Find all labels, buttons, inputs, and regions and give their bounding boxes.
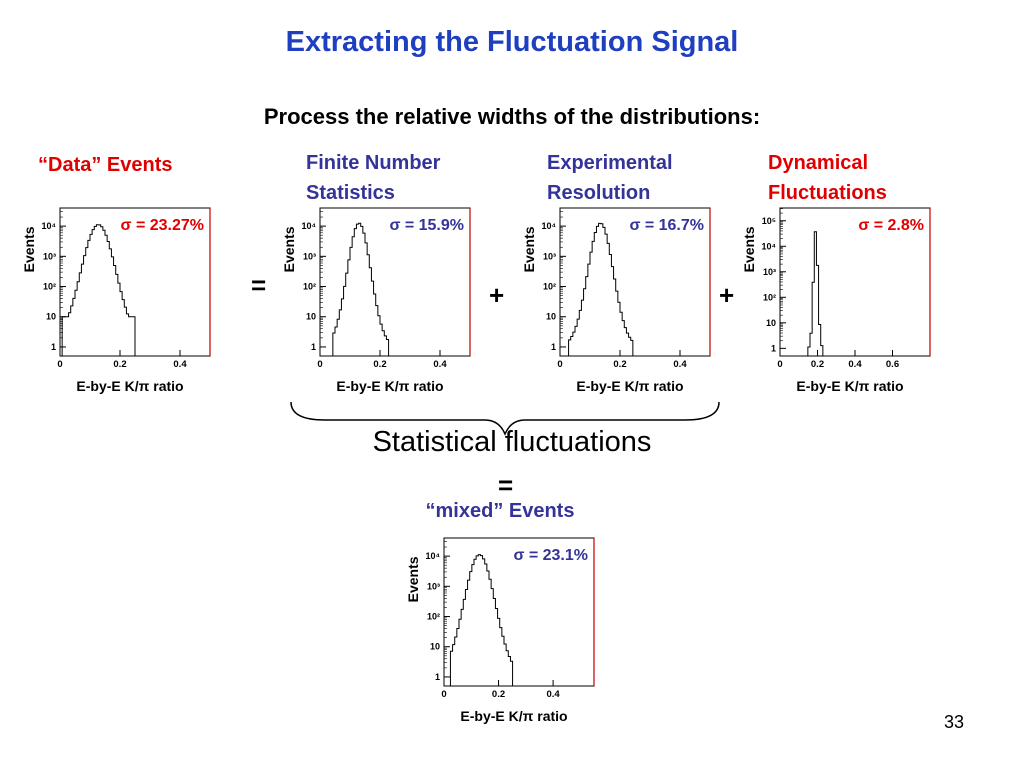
sigma-label: σ = 23.27% bbox=[121, 217, 204, 234]
dynamical-fluctuations-label: Dynamical Fluctuations bbox=[768, 148, 887, 208]
x-tick-label: 0.2 bbox=[113, 359, 126, 370]
x-tick-label: 0.6 bbox=[886, 359, 899, 370]
y-tick-label: 1 bbox=[551, 342, 556, 352]
x-tick-label: 0 bbox=[777, 359, 782, 370]
y-tick-label: 10⁴ bbox=[762, 241, 776, 251]
slide-subtitle: Process the relative widths of the distr… bbox=[263, 104, 761, 129]
sigma-label: σ = 2.8% bbox=[858, 217, 924, 234]
y-tick-label: 10 bbox=[46, 312, 56, 322]
y-tick-label: 10² bbox=[427, 612, 440, 622]
x-tick-label: 0.4 bbox=[546, 689, 560, 700]
y-tick-label: 10 bbox=[766, 318, 776, 328]
y-tick-label: 1 bbox=[771, 343, 776, 353]
x-tick-label: 0.2 bbox=[373, 359, 386, 370]
y-tick-label: 10 bbox=[306, 312, 316, 322]
y-tick-label: 10⁴ bbox=[42, 221, 56, 231]
x-axis-label: E-by-E K/π ratio bbox=[76, 378, 183, 394]
y-tick-label: 10² bbox=[763, 292, 776, 302]
histogram-series bbox=[332, 222, 390, 356]
finite-number-line1: Finite Number bbox=[306, 152, 441, 174]
sigma-label: σ = 15.9% bbox=[389, 217, 464, 234]
y-tick-label: 10⁴ bbox=[426, 551, 440, 561]
y-tick-label: 10⁵ bbox=[762, 216, 776, 226]
page-number: 33 bbox=[943, 712, 964, 732]
plus-operator-2: + bbox=[719, 280, 735, 310]
x-tick-label: 0.4 bbox=[673, 359, 687, 370]
equals-operator-1: = bbox=[251, 270, 267, 300]
y-tick-label: 10² bbox=[303, 282, 316, 292]
data-events-label: “Data” Events bbox=[38, 154, 173, 176]
histogram-dynamical-fluctuations: 1 10 10² 10³ 10⁴ 10⁵ 0 0.2 0.4 0.6 σ = 2.8% Events E… bbox=[741, 207, 931, 394]
y-axis-label: Events bbox=[281, 226, 297, 272]
histogram-series bbox=[449, 554, 514, 686]
y-tick-label: 10³ bbox=[43, 251, 56, 261]
y-tick-label: 1 bbox=[51, 342, 56, 352]
experimental-line1: Experimental bbox=[547, 152, 673, 174]
dynamical-line1: Dynamical bbox=[768, 152, 869, 174]
histogram-mixed-events: 1 10 10² 10³ 10⁴ 0 0.2 0.4 σ = 23.1% Events E-by-E… bbox=[405, 537, 595, 724]
histogram-series bbox=[568, 222, 634, 356]
plot-frame bbox=[319, 207, 471, 357]
x-tick-label: 0 bbox=[557, 359, 562, 370]
y-tick-label: 1 bbox=[435, 672, 440, 682]
x-axis-label: E-by-E K/π ratio bbox=[576, 378, 683, 394]
plot-frame bbox=[779, 207, 931, 357]
y-tick-label: 10 bbox=[430, 642, 440, 652]
x-axis-label: E-by-E K/π ratio bbox=[460, 708, 567, 724]
y-tick-label: 10³ bbox=[427, 581, 440, 591]
x-tick-label: 0.4 bbox=[848, 359, 862, 370]
equals-operator-2: = bbox=[498, 470, 514, 500]
statistical-fluctuations-label: Statistical fluctuations bbox=[372, 426, 652, 458]
dynamical-line2: Fluctuations bbox=[768, 182, 887, 204]
plot-frame bbox=[443, 537, 595, 687]
x-tick-label: 0.2 bbox=[492, 689, 505, 700]
plot-frame bbox=[559, 207, 711, 357]
sigma-label: σ = 23.1% bbox=[513, 547, 588, 564]
y-axis-label: Events bbox=[741, 226, 757, 272]
y-tick-label: 10 bbox=[546, 312, 556, 322]
x-tick-label: 0.2 bbox=[811, 359, 824, 370]
y-tick-label: 10³ bbox=[303, 251, 316, 261]
histogram-series bbox=[807, 231, 824, 356]
plus-operator-1: + bbox=[489, 280, 505, 310]
experimental-resolution-label: Experimental Resolution bbox=[547, 148, 673, 208]
histogram-data-events: 1 10 10² 10³ 10⁴ 0 0.2 0.4 σ = 23.27% Events E-by-… bbox=[21, 207, 211, 394]
y-tick-label: 10³ bbox=[543, 251, 556, 261]
histogram-series bbox=[61, 224, 136, 356]
y-tick-label: 1 bbox=[311, 342, 316, 352]
y-tick-label: 10² bbox=[43, 282, 56, 292]
finite-number-label: Finite Number Statistics bbox=[306, 148, 440, 208]
y-axis-label: Events bbox=[521, 226, 537, 272]
y-axis-label: Events bbox=[405, 556, 421, 602]
x-axis-label: E-by-E K/π ratio bbox=[336, 378, 443, 394]
x-tick-label: 0 bbox=[57, 359, 62, 370]
y-tick-label: 10³ bbox=[763, 267, 776, 277]
slide-title: Extracting the Fluctuation Signal bbox=[285, 26, 739, 58]
x-tick-label: 0.2 bbox=[613, 359, 626, 370]
x-tick-label: 0 bbox=[441, 689, 446, 700]
curly-brace bbox=[290, 401, 720, 436]
histogram-experimental-resolution: 1 10 10² 10³ 10⁴ 0 0.2 0.4 σ = 16.7% Events E-by-E… bbox=[521, 207, 711, 394]
experimental-line2: Resolution bbox=[547, 182, 651, 204]
y-axis-label: Events bbox=[21, 226, 37, 272]
x-tick-label: 0 bbox=[317, 359, 322, 370]
x-tick-label: 0.4 bbox=[433, 359, 447, 370]
sigma-label: σ = 16.7% bbox=[629, 217, 704, 234]
mixed-events-label: “mixed” Events bbox=[425, 500, 575, 522]
y-tick-label: 10⁴ bbox=[302, 221, 316, 231]
finite-number-line2: Statistics bbox=[306, 182, 395, 204]
y-tick-label: 10² bbox=[543, 282, 556, 292]
x-tick-label: 0.4 bbox=[173, 359, 187, 370]
y-tick-label: 10⁴ bbox=[542, 221, 556, 231]
histogram-finite-number: 1 10 10² 10³ 10⁴ 0 0.2 0.4 σ = 15.9% Events E-by-E… bbox=[281, 207, 471, 394]
x-axis-label: E-by-E K/π ratio bbox=[796, 378, 903, 394]
